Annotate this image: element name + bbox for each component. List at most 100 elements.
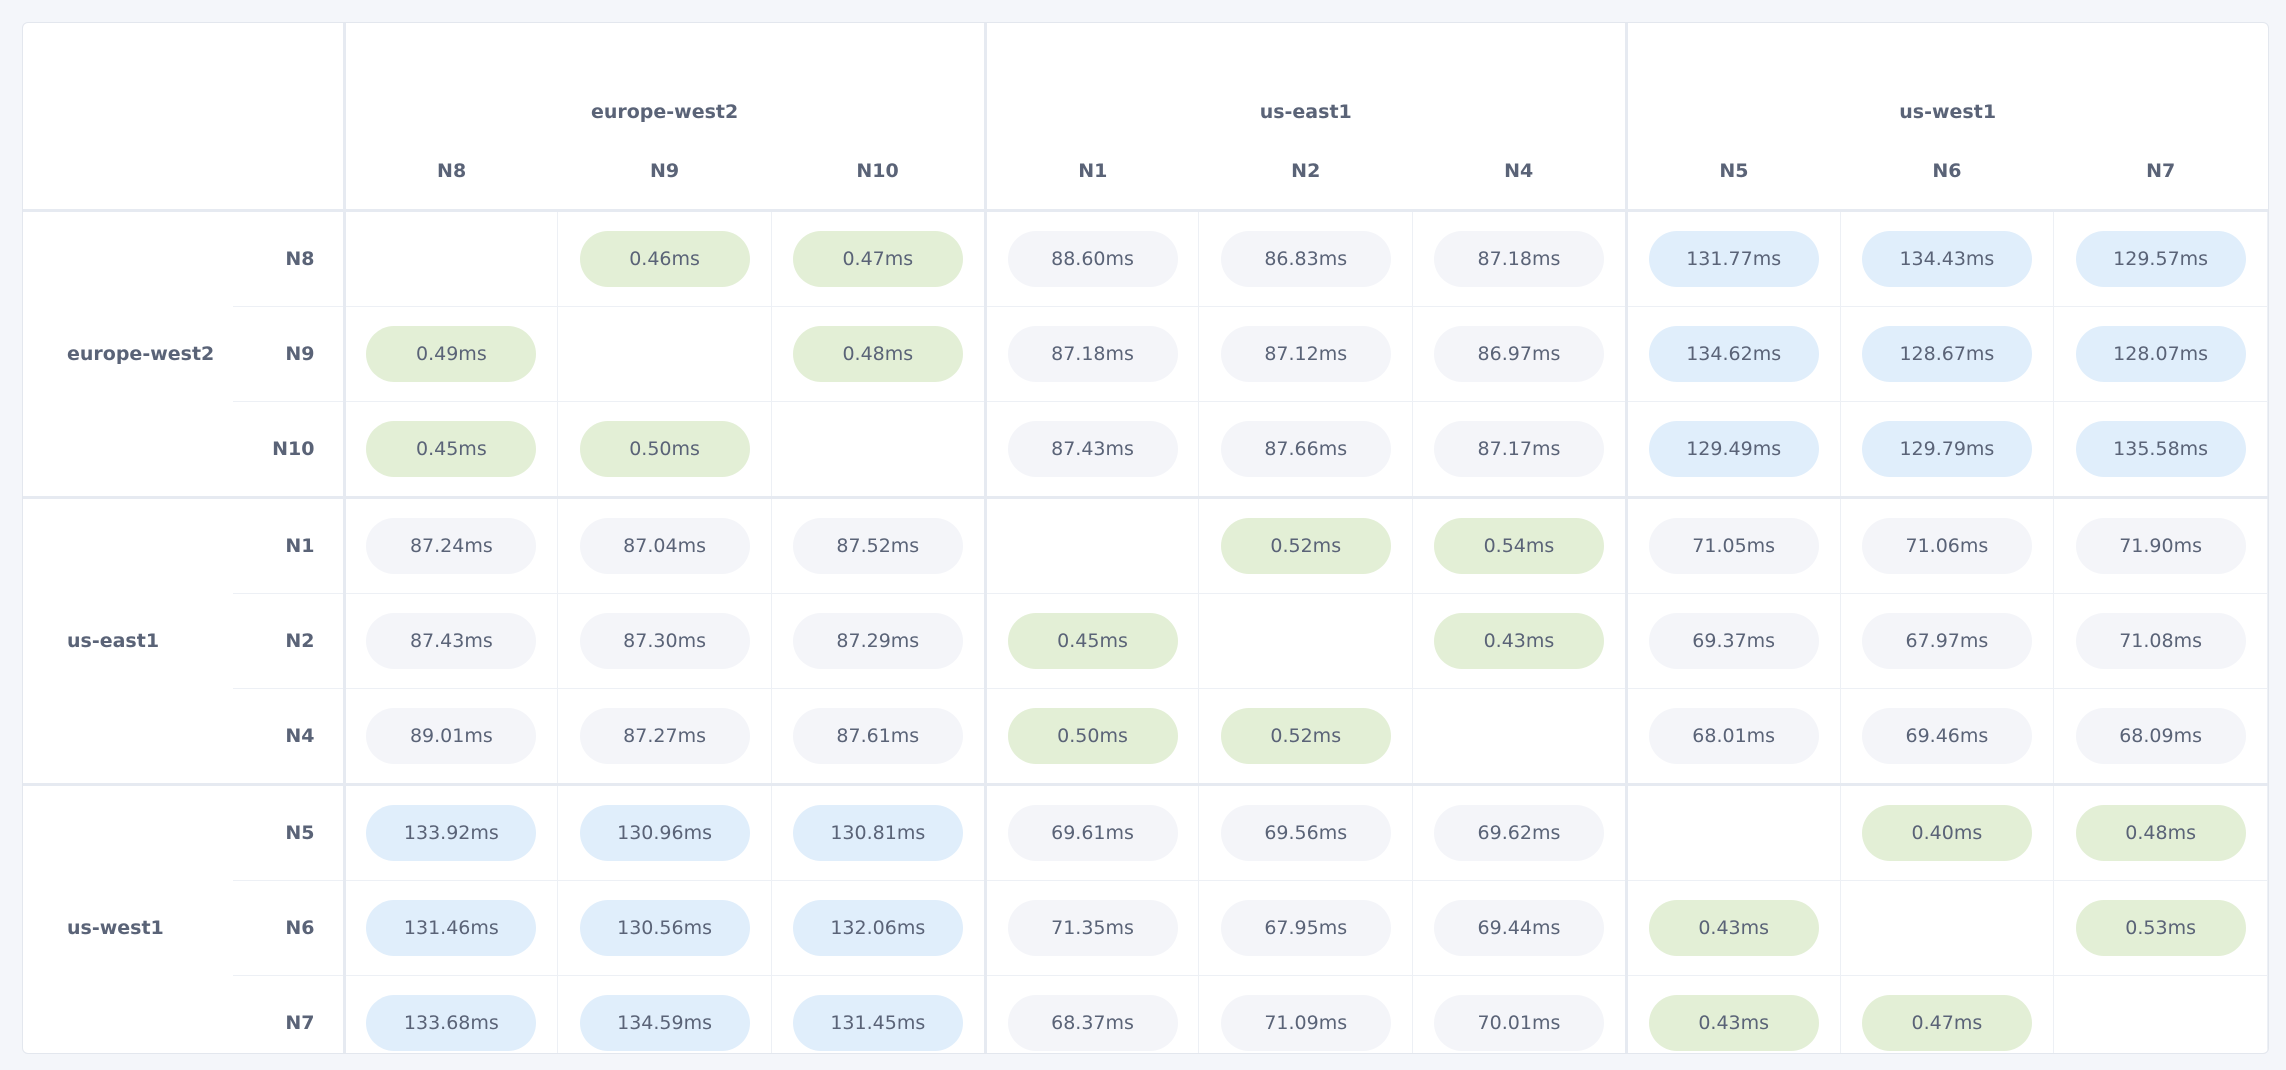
latency-pill: 130.56ms <box>579 900 750 956</box>
latency-cell: 87.52ms <box>770 496 986 594</box>
column-node-header: N6 <box>1840 133 2054 212</box>
column-region-header: us-east1 <box>983 23 1627 133</box>
latency-cell: 87.12ms <box>1198 306 1414 402</box>
latency-pill: 69.37ms <box>1648 613 1819 669</box>
latency-pill: 71.08ms <box>2075 613 2246 669</box>
latency-cell: 67.97ms <box>1839 593 2055 689</box>
latency-cell: 0.53ms <box>2053 880 2268 976</box>
latency-cell: 133.92ms <box>342 783 559 881</box>
latency-pill: 71.06ms <box>1861 518 2032 574</box>
latency-pill: 0.52ms <box>1220 708 1391 764</box>
latency-pill: 129.79ms <box>1861 421 2032 477</box>
latency-cell: 130.96ms <box>557 783 772 881</box>
latency-cell: 0.52ms <box>1198 496 1414 594</box>
latency-pill: 0.43ms <box>1648 995 1819 1051</box>
column-node-header: N2 <box>1198 133 1413 212</box>
column-node-header: N10 <box>771 133 986 212</box>
column-region-header: us-west1 <box>1624 23 2268 133</box>
latency-pill: 0.53ms <box>2075 900 2246 956</box>
latency-cell: 86.83ms <box>1198 210 1414 307</box>
latency-pill: 87.27ms <box>579 708 750 764</box>
latency-pill: 87.17ms <box>1433 421 1604 477</box>
latency-pill: 87.24ms <box>366 518 537 574</box>
latency-cell: 87.29ms <box>770 593 986 689</box>
row-node-label: N5 <box>233 783 345 881</box>
latency-cell: 87.66ms <box>1198 401 1414 498</box>
latency-cell: 71.06ms <box>1839 496 2055 594</box>
latency-cell <box>1839 880 2055 976</box>
latency-pill: 0.54ms <box>1433 518 1604 574</box>
row-node-label: N1 <box>233 496 345 594</box>
latency-pill: 87.43ms <box>366 613 537 669</box>
latency-pill: 68.09ms <box>2075 708 2246 764</box>
latency-cell: 87.43ms <box>983 401 1200 498</box>
latency-pill: 128.07ms <box>2075 326 2246 382</box>
latency-cell: 89.01ms <box>342 688 559 785</box>
latency-cell: 128.07ms <box>2053 306 2268 402</box>
latency-cell: 70.01ms <box>1412 975 1627 1053</box>
latency-pill: 135.58ms <box>2075 421 2246 477</box>
row-node-label: N4 <box>233 688 345 785</box>
row-region-label: europe-west2 <box>23 210 233 498</box>
latency-cell: 131.77ms <box>1624 210 1841 307</box>
table-row: N2 87.43ms 87.30ms 87.29ms 0.45ms 0.43ms 69.37… <box>23 593 2268 689</box>
table-row: N7 133.68ms 134.59ms 131.45ms 68.37ms 71.09ms… <box>23 975 2268 1053</box>
table-row: us-west1 N5 133.92ms 130.96ms 130.81ms 69.61m… <box>23 783 2268 1053</box>
latency-cell: 71.90ms <box>2053 496 2268 594</box>
latency-pill: 0.47ms <box>792 231 963 287</box>
latency-pill: 0.46ms <box>579 231 750 287</box>
row-node-label: N6 <box>233 880 345 976</box>
latency-cell <box>557 306 772 402</box>
latency-cell: 131.46ms <box>342 880 559 976</box>
table-row: N6 131.46ms 130.56ms 132.06ms 71.35ms 67.95ms… <box>23 880 2268 976</box>
latency-cell: 0.52ms <box>1198 688 1414 785</box>
latency-cell: 0.50ms <box>557 401 772 498</box>
latency-pill: 0.45ms <box>1007 613 1178 669</box>
latency-pill: 129.49ms <box>1648 421 1819 477</box>
latency-cell: 0.48ms <box>2053 783 2268 881</box>
latency-cell <box>1198 593 1414 689</box>
latency-cell: 0.47ms <box>1839 975 2055 1053</box>
latency-pill: 133.92ms <box>366 805 537 861</box>
latency-cell: 87.43ms <box>342 593 559 689</box>
latency-pill: 0.43ms <box>1433 613 1604 669</box>
latency-cell: 0.45ms <box>983 593 1200 689</box>
latency-pill: 87.29ms <box>792 613 963 669</box>
latency-cell: 131.45ms <box>770 975 986 1053</box>
latency-pill: 134.43ms <box>1861 231 2032 287</box>
column-node-header: N7 <box>2053 133 2268 212</box>
latency-cell: 0.54ms <box>1412 496 1627 594</box>
latency-pill: 131.46ms <box>366 900 537 956</box>
latency-cell <box>770 401 986 498</box>
latency-cell: 87.61ms <box>770 688 986 785</box>
latency-pill: 71.35ms <box>1007 900 1178 956</box>
latency-cell: 69.46ms <box>1839 688 2055 785</box>
latency-pill: 0.45ms <box>366 421 537 477</box>
latency-pill: 0.40ms <box>1861 805 2032 861</box>
latency-pill: 134.59ms <box>579 995 750 1051</box>
latency-pill: 130.81ms <box>792 805 963 861</box>
latency-cell: 69.56ms <box>1198 783 1414 881</box>
latency-cell <box>983 496 1200 594</box>
latency-pill: 87.43ms <box>1007 421 1178 477</box>
latency-pill: 86.83ms <box>1220 231 1391 287</box>
latency-cell: 129.49ms <box>1624 401 1841 498</box>
latency-cell: 133.68ms <box>342 975 559 1053</box>
latency-pill: 86.97ms <box>1433 326 1604 382</box>
latency-pill: 131.45ms <box>792 995 963 1051</box>
latency-pill: 128.67ms <box>1861 326 2032 382</box>
latency-pill: 68.37ms <box>1007 995 1178 1051</box>
row-region-label: us-west1 <box>23 783 233 1053</box>
latency-cell: 0.50ms <box>983 688 1200 785</box>
latency-cell: 0.43ms <box>1412 593 1627 689</box>
latency-cell: 0.43ms <box>1624 880 1841 976</box>
latency-pill: 0.49ms <box>366 326 537 382</box>
latency-pill: 0.43ms <box>1648 900 1819 956</box>
latency-cell: 0.47ms <box>770 210 986 307</box>
latency-pill: 88.60ms <box>1007 231 1178 287</box>
latency-cell: 87.18ms <box>1412 210 1627 307</box>
latency-cell: 0.48ms <box>770 306 986 402</box>
latency-pill: 87.04ms <box>579 518 750 574</box>
latency-pill: 131.77ms <box>1648 231 1819 287</box>
latency-pill: 0.47ms <box>1861 995 2032 1051</box>
